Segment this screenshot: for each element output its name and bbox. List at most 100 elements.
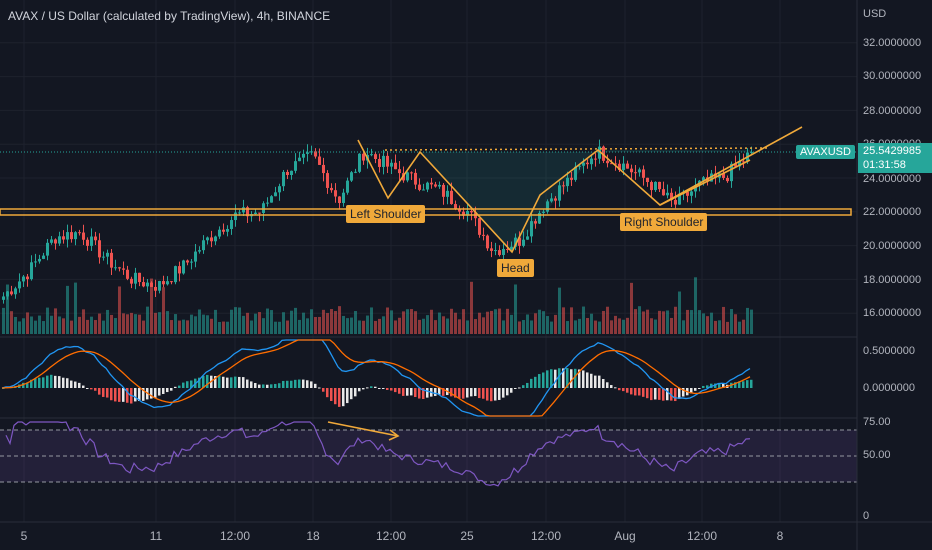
candle-body	[482, 234, 485, 236]
candle-body	[662, 189, 665, 196]
candle-body	[538, 212, 541, 224]
volume-bar	[134, 314, 137, 334]
candle-body	[54, 239, 57, 244]
candle-body	[494, 250, 497, 252]
macd-hist-bar	[202, 375, 205, 388]
volume-bar	[686, 309, 689, 334]
candle-body	[130, 278, 133, 284]
time-tick: 12:00	[375, 529, 407, 543]
candle-body	[22, 276, 25, 282]
candle-body	[554, 198, 557, 201]
breakout-trendline[interactable]	[659, 126, 803, 206]
volume-bar	[6, 284, 9, 334]
candle-body	[726, 177, 729, 182]
candle-body	[106, 252, 109, 257]
volume-bar	[278, 321, 281, 334]
macd-hist-bar	[254, 382, 257, 388]
macd-hist-bar	[306, 380, 309, 388]
candle-body	[358, 153, 361, 172]
price-tick: 18.0000000	[863, 274, 922, 286]
macd-hist-bar	[274, 383, 277, 388]
macd-hist-bar	[678, 388, 681, 399]
volume-bar	[82, 309, 85, 334]
volume-bar	[194, 316, 197, 334]
candle-body	[346, 180, 349, 193]
volume-bar	[650, 318, 653, 334]
pattern-fill	[388, 150, 750, 252]
candle-body	[434, 184, 437, 187]
macd-hist-bar	[506, 388, 509, 396]
volume-bar	[158, 312, 161, 334]
volume-bar	[730, 309, 733, 334]
volume-bar	[318, 316, 321, 334]
candle-body	[14, 288, 17, 295]
volume-bar	[210, 318, 213, 334]
volume-bar	[166, 311, 169, 334]
price-scale[interactable]: USD 32.0000000 30.0000000 28.0000000 26.…	[857, 0, 932, 550]
left-shoulder-label[interactable]: Left Shoulder	[346, 205, 426, 223]
right-shoulder-label[interactable]: Right Shoulder	[620, 213, 708, 231]
volume-bar	[126, 314, 129, 334]
volume-bar	[590, 313, 593, 334]
macd-hist-bar	[698, 388, 701, 389]
macd-hist-bar	[750, 379, 753, 388]
time-tick: 25	[460, 529, 474, 543]
macd-hist-bar	[706, 385, 709, 388]
volume-bar	[674, 306, 677, 334]
rsi-divergence-arrow[interactable]	[327, 421, 399, 437]
macd-hist-bar	[418, 388, 421, 399]
volume-bar	[434, 320, 437, 334]
candle-body	[270, 196, 273, 203]
volume-bar	[618, 318, 621, 334]
candle-body	[562, 185, 565, 187]
candle-body	[470, 211, 473, 213]
volume-bar	[102, 320, 105, 334]
volume-bar	[506, 308, 509, 334]
macd-hist-bar	[142, 388, 145, 401]
candle-body	[58, 236, 61, 244]
candle-body	[658, 181, 661, 190]
volume-bar	[466, 320, 469, 334]
volume-bar	[18, 321, 21, 334]
macd-hist-bar	[518, 387, 521, 389]
candle-body	[694, 185, 697, 192]
volume-bar	[562, 307, 565, 334]
macd-hist-bar	[354, 388, 357, 397]
macd-line	[1, 339, 751, 417]
candle-body	[702, 177, 705, 181]
volume-bar	[510, 314, 513, 334]
macd-hist-bar	[634, 388, 637, 396]
macd-hist-bar	[594, 375, 597, 388]
macd-hist-bar	[494, 388, 497, 401]
macd-hist-bar	[186, 381, 189, 388]
candle-body	[646, 177, 649, 183]
macd-hist-bar	[182, 382, 185, 388]
candle-body	[714, 173, 717, 178]
candle-body	[334, 190, 337, 197]
macd-hist-bar	[266, 384, 269, 388]
head-label[interactable]: Head	[497, 259, 534, 277]
candle-body	[450, 190, 453, 205]
macd-hist-bar	[626, 388, 629, 393]
candle-body	[686, 191, 689, 196]
volume-bar	[138, 314, 141, 334]
neckline[interactable]	[384, 147, 771, 151]
support-zone[interactable]	[0, 208, 852, 216]
volume-bar	[418, 319, 421, 334]
volume-bar	[378, 318, 381, 334]
candle-body	[90, 236, 93, 246]
candle-body	[622, 163, 625, 171]
volume-bar	[486, 311, 489, 334]
volume-bar	[254, 313, 257, 334]
volume-bar	[738, 321, 741, 334]
macd-hist-bar	[166, 388, 169, 393]
macd-signal-line	[1, 339, 751, 417]
time-axis[interactable]: 5 11 12:00 18 12:00 25 12:00 Aug 12:00 8	[0, 522, 857, 550]
head-shoulders-outline[interactable]	[357, 139, 751, 254]
time-tick: 11	[149, 529, 163, 543]
volume-bar	[670, 317, 673, 334]
volume-bar	[742, 319, 745, 334]
candle-body	[506, 248, 509, 250]
candle-body	[142, 282, 145, 287]
